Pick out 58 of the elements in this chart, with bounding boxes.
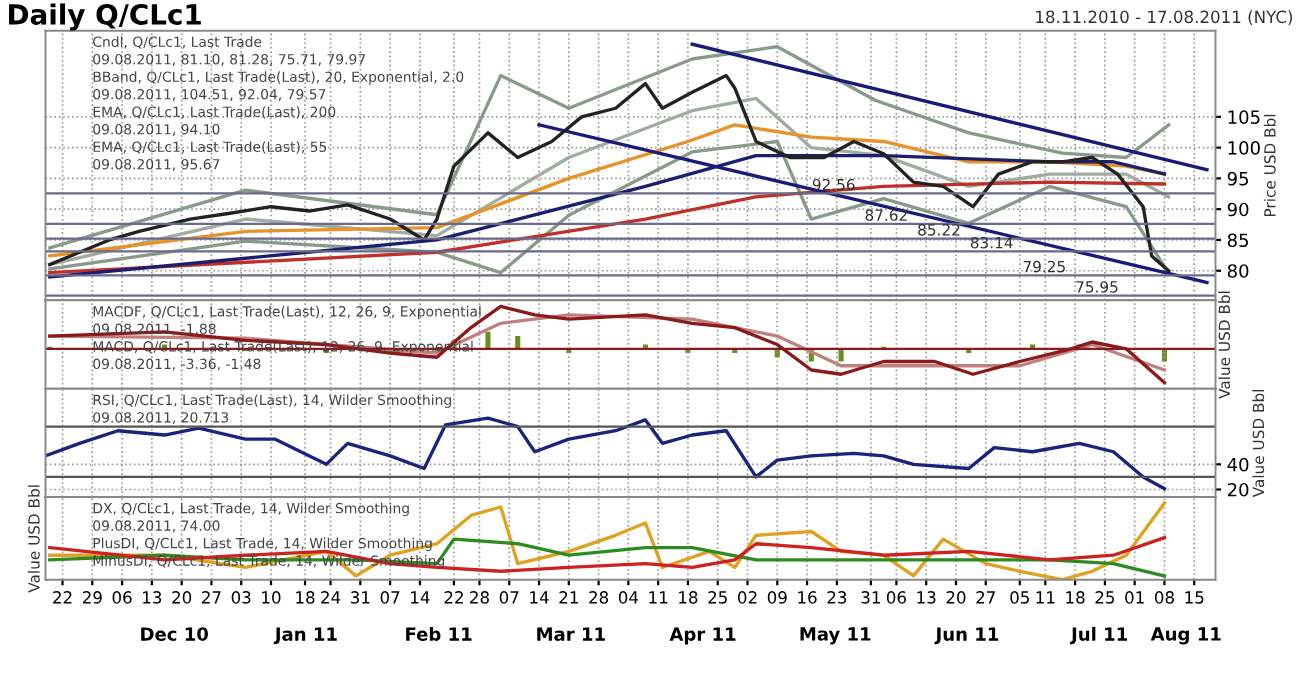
x-tick-label: 13: [917, 591, 936, 604]
text: Aug 11: [1150, 627, 1221, 645]
x-tick-label: 25: [708, 591, 727, 604]
y-tick-label: 105: [1228, 110, 1260, 124]
x-tick-label: 11: [649, 591, 668, 604]
x-tick-label: 20: [172, 591, 192, 604]
x-tick-label: 11: [1036, 591, 1055, 604]
x-tick-label: 25: [1095, 591, 1115, 604]
x-tick-label: 14: [411, 591, 430, 604]
x-tick-label: 20: [946, 591, 966, 604]
x-tick-label: 29: [82, 591, 102, 604]
x-tick-label: 18: [679, 591, 698, 604]
x-tick-label: 08: [1154, 591, 1174, 604]
x-tick-label: 04: [618, 591, 639, 604]
x-tick-label: 21: [559, 591, 578, 604]
text: Mar 11: [537, 627, 605, 641]
x-tick-label: 27: [202, 591, 221, 604]
x-tick-label: 06: [886, 591, 906, 604]
y-tick-label: 100: [1228, 141, 1260, 155]
text: Dec 10: [141, 627, 209, 641]
y-tick-label: 85: [1227, 233, 1249, 248]
x-tick-label: 02: [737, 591, 757, 604]
x-tick-label: 22: [444, 591, 463, 604]
x-tick-label: 31: [861, 591, 880, 604]
text: Jul 11: [1070, 626, 1128, 645]
x-tick-label: 10: [262, 591, 281, 604]
x-tick-label: 28: [470, 591, 489, 604]
y-tick-label: 80: [1227, 264, 1249, 278]
text: Jan 11: [273, 627, 337, 645]
x-tick-label: 28: [589, 591, 609, 604]
x-tick-label: 18: [1066, 591, 1085, 604]
x-tick-label: 16: [798, 591, 817, 604]
chart-title: Daily Q/CLc1: [9, 3, 201, 31]
chart-subtitle: 18.11.2010 - 17.08.2011 (NYC): [1036, 10, 1293, 26]
x-tick-label: 22: [53, 591, 72, 604]
text: Apr 11: [669, 627, 736, 645]
x-tick-label: 01: [1125, 591, 1144, 604]
x-tick-label: 09: [767, 591, 787, 604]
x-tick-label: 05: [1010, 591, 1029, 604]
x-tick-label: 23: [827, 591, 847, 604]
y-tick-label: 20: [1227, 482, 1249, 497]
x-tick-label: 14: [530, 591, 549, 604]
text: Feb 11: [406, 626, 472, 641]
x-tick-label: 15: [1185, 591, 1204, 604]
text: May 11: [800, 627, 871, 645]
x-tick-label: 03: [231, 591, 251, 604]
y-tick-label: 40: [1227, 457, 1249, 472]
x-tick-label: 07: [499, 591, 519, 604]
x-tick-label: 06: [112, 591, 132, 604]
y-tick-label: 90: [1227, 202, 1249, 217]
x-tick-label: 24: [321, 591, 341, 604]
x-tick-label: 18: [296, 591, 315, 604]
x-tick-label: 13: [143, 591, 162, 604]
x-tick-label: 27: [976, 591, 995, 604]
y-tick-label: 95: [1227, 171, 1249, 186]
x-tick-label: 31: [351, 591, 370, 604]
text: Jun 11: [934, 627, 999, 645]
x-tick-label: 07: [380, 591, 400, 604]
